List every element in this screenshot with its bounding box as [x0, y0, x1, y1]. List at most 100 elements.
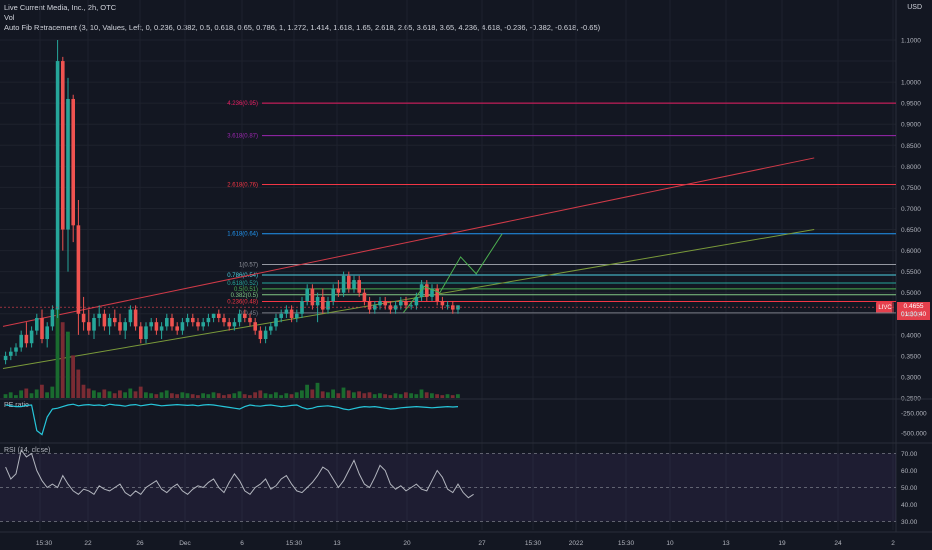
volume-bar: [336, 393, 341, 398]
candle-body: [92, 317, 96, 331]
candle-body: [201, 322, 205, 327]
volume-bar: [242, 394, 247, 398]
candle-body: [315, 296, 320, 306]
candle-body: [19, 334, 23, 348]
volume-bar: [14, 395, 18, 398]
candle-body: [107, 317, 112, 327]
volume-bar: [175, 394, 179, 398]
price-tick-label: 0.3500: [901, 353, 921, 360]
volume-bar: [201, 393, 205, 398]
volume-bar: [372, 394, 377, 398]
rsi-tick-label: 60.00: [901, 468, 918, 475]
candle-body: [123, 322, 127, 331]
pe-ratio-line: [5, 403, 459, 436]
volume-bar: [102, 389, 107, 398]
fib-level-label: 0(0.45): [239, 311, 258, 317]
rsi-tick-label: 70.00: [901, 451, 918, 458]
volume-bar: [232, 393, 237, 398]
candle-body: [180, 322, 185, 331]
candle-body: [269, 326, 273, 331]
fib-level-label: 0.786(0.54): [227, 273, 258, 279]
volume-bar: [300, 390, 304, 398]
volume-bar: [164, 390, 169, 398]
candle-body: [352, 280, 356, 289]
volume-bar: [435, 394, 439, 398]
volume-bar: [50, 386, 55, 398]
volume-bar: [450, 395, 455, 398]
volume-bar: [424, 392, 429, 398]
price-tick-label: 0.9000: [901, 122, 921, 129]
volume-bar: [398, 394, 403, 398]
candle-body: [440, 301, 445, 306]
pe-tick-label: -250.000: [901, 411, 927, 418]
time-tick-label: 22: [84, 540, 92, 547]
fib-level-label: 1(0.57): [239, 262, 258, 268]
time-tick-label: 27: [478, 540, 486, 547]
fib-level-label: 4.236(0.95): [227, 101, 258, 107]
volume-bar: [440, 395, 445, 398]
candle-body: [14, 347, 18, 352]
candle-body: [40, 317, 44, 340]
candle-body: [165, 317, 169, 327]
candle-body: [185, 317, 190, 323]
candle-body: [45, 326, 49, 340]
rsi-tick-label: 30.00: [901, 519, 918, 526]
currency-label: USD: [907, 4, 922, 11]
volume-bar: [258, 390, 263, 398]
fib-level-label: 1.618(0.64): [227, 232, 258, 238]
candle-body: [97, 313, 101, 318]
candle-body: [289, 309, 294, 318]
volume-bar: [289, 394, 294, 398]
volume-bar: [19, 390, 23, 398]
volume-bar: [346, 390, 351, 398]
volume-bar: [331, 389, 335, 398]
candle-body: [274, 317, 278, 327]
price-tick-label: 0.7000: [901, 206, 921, 213]
candle-body: [102, 313, 107, 327]
volume-bar: [55, 308, 60, 398]
volume-bar: [92, 390, 96, 398]
rsi-pane-title: RSI (14, close): [4, 447, 51, 454]
candle-body: [35, 317, 39, 331]
volume-bar: [279, 395, 283, 398]
volume-bar: [222, 395, 226, 398]
volume-bar: [404, 392, 408, 398]
fib-level-label: 0.236(0.48): [227, 300, 258, 306]
fib-level-label: 2.618(0.76): [227, 182, 258, 188]
volume-bar: [294, 392, 299, 398]
candle-body: [113, 317, 117, 323]
volume-bar: [253, 392, 257, 398]
candle-body: [191, 317, 195, 323]
candle-body: [393, 305, 398, 310]
candle-body: [118, 322, 122, 331]
volume-bar: [320, 391, 325, 398]
candle-body: [404, 301, 408, 306]
candle-body: [232, 322, 237, 327]
volume-bar: [263, 393, 268, 398]
volume-bar: [274, 392, 278, 398]
volume-bar: [388, 395, 393, 398]
candle-body: [149, 322, 153, 327]
candle-body: [222, 317, 226, 323]
volume-bar: [326, 392, 330, 398]
candle-body: [326, 301, 330, 310]
candle-body: [383, 301, 387, 306]
candle-body: [435, 288, 439, 302]
volume-bar: [357, 391, 361, 398]
time-tick-label: 15:30: [525, 540, 542, 547]
volume-bar: [24, 388, 29, 398]
volume-legend: Vol: [4, 13, 15, 22]
volume-bar: [112, 393, 117, 398]
candle-body: [128, 309, 133, 323]
volume-bar: [284, 393, 289, 398]
candle-body: [378, 301, 382, 306]
price-tick-label: 1.1000: [901, 38, 921, 45]
volume-bar: [29, 393, 34, 398]
price-tick-label: 0.8000: [901, 164, 921, 171]
volume-bar: [60, 322, 65, 398]
candle-body: [3, 355, 8, 361]
volume-bar: [128, 388, 133, 398]
time-tick-label: 24: [834, 540, 842, 547]
trend-line: [2, 157, 815, 327]
